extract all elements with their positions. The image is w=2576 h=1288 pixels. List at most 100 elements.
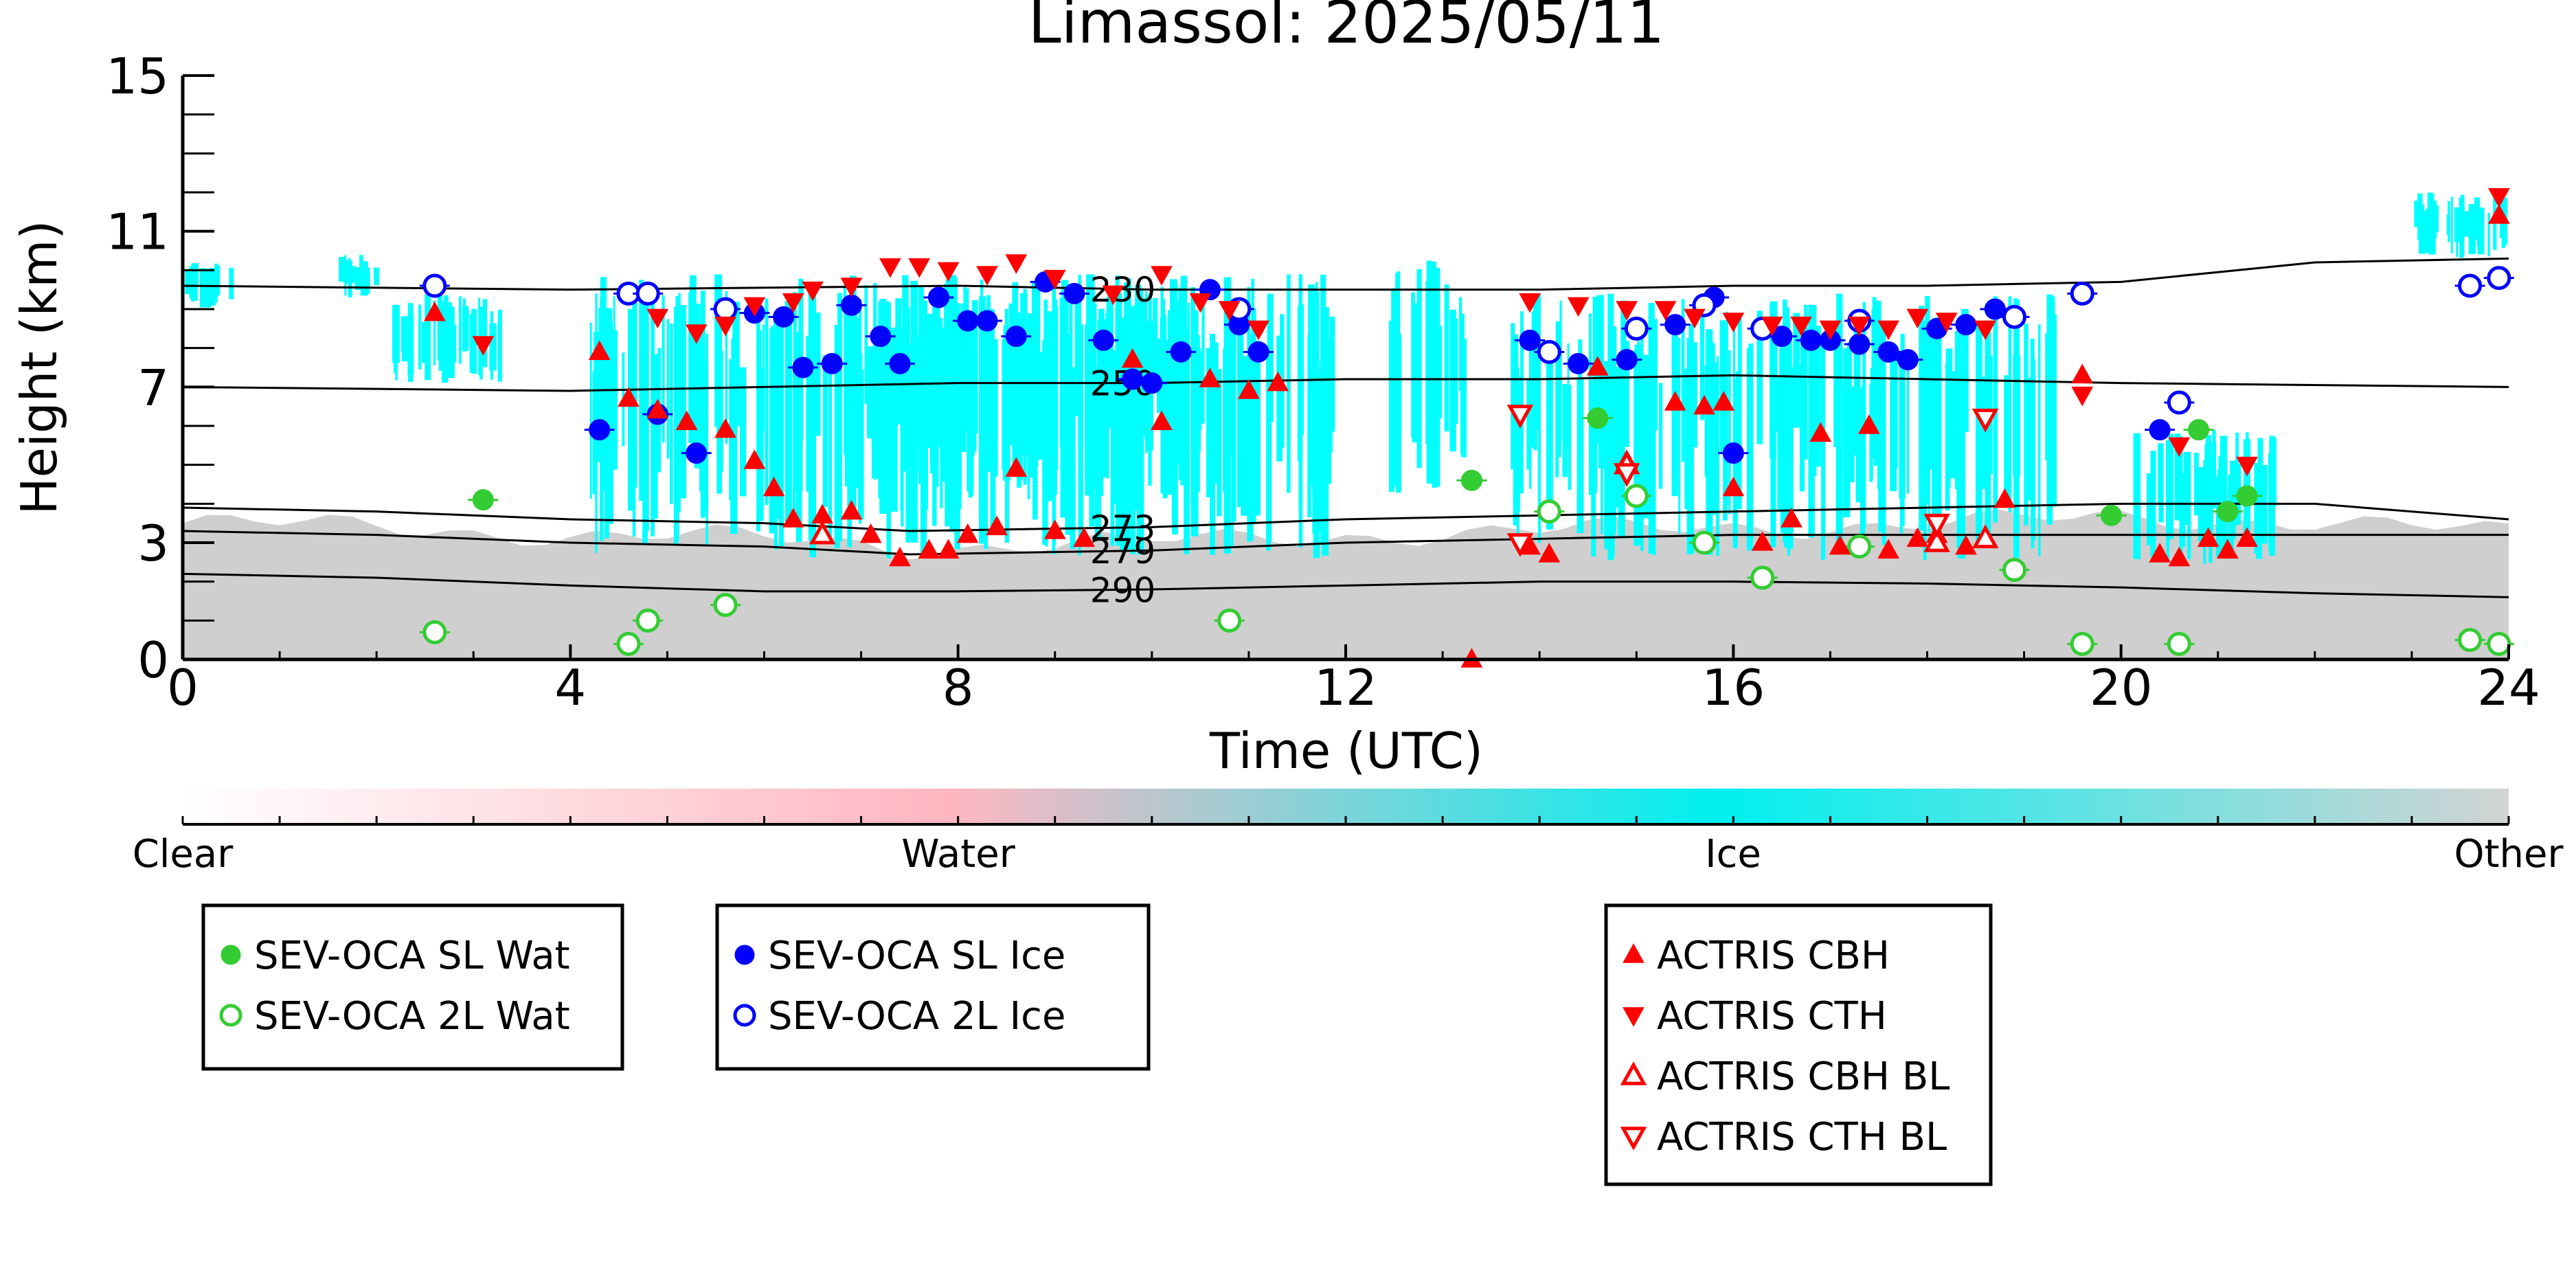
ice-streak	[675, 295, 679, 541]
ice-streak	[2052, 314, 2057, 507]
ice-streak	[1444, 284, 1449, 432]
ice-streak	[1654, 319, 1658, 431]
ice-streak	[1438, 326, 1443, 419]
ice-streak	[2038, 324, 2041, 556]
legend-label: SEV-OCA 2L Ice	[768, 994, 1065, 1039]
ice-streak	[1017, 324, 1022, 488]
ice-streak	[482, 299, 488, 368]
ice-streak	[1268, 349, 1272, 542]
ice-streak	[2414, 201, 2421, 227]
sev-oca-sl-ice-point	[1849, 333, 1871, 355]
y-tick-label: 7	[137, 359, 169, 416]
ice-streak	[662, 295, 665, 443]
ice-streak	[442, 301, 448, 365]
legend-marker	[1623, 943, 1645, 963]
ice-streak	[905, 343, 911, 461]
ice-streak	[2024, 368, 2028, 497]
ice-streak	[866, 346, 872, 439]
ice-streak	[717, 350, 723, 473]
ice-streak	[489, 323, 497, 371]
ice-streak	[1616, 367, 1622, 508]
ice-streak	[2179, 436, 2183, 553]
ice-streak	[1287, 274, 1291, 493]
legend-entry: ACTRIS CTH BL	[1620, 1115, 1947, 1160]
ice-streak	[855, 348, 860, 438]
ice-streak	[1517, 376, 1520, 512]
isotherm-label-279: 279	[1090, 532, 1155, 572]
ice-streak	[2427, 192, 2433, 229]
ice-streak	[1568, 385, 1572, 490]
ice-streak	[344, 255, 347, 296]
actris-cbh-point	[588, 340, 611, 361]
ice-streak	[940, 317, 943, 508]
ice-streak	[1241, 356, 1247, 516]
sev-oca-2l-wat-point	[422, 620, 447, 644]
actris-cth-bl-point	[1613, 463, 1640, 487]
ice-streak	[756, 308, 760, 532]
ice-streak	[348, 269, 352, 297]
sev-oca-2l-wat-point	[2167, 631, 2191, 656]
ice-streak	[1005, 341, 1011, 446]
ice-streak	[1133, 304, 1138, 510]
x-tick-label: 24	[2477, 659, 2540, 716]
ice-streak	[2459, 198, 2465, 231]
colorbar-label-ice: Ice	[1705, 832, 1761, 877]
ice-streak	[1326, 348, 1333, 453]
ice-streak	[918, 286, 924, 484]
ice-streak	[497, 309, 502, 382]
ice-streak	[1217, 369, 1222, 517]
sev-oca-sl-ice-point	[773, 306, 795, 328]
legend-entry: ACTRIS CTH	[1623, 994, 1887, 1039]
ice-streak	[1789, 334, 1792, 482]
sev-oca-2l-ice-point	[2002, 304, 2026, 329]
sev-oca-2l-wat-point	[1692, 530, 1717, 555]
sev-oca-2l-ice-point	[1537, 339, 1561, 364]
legend-label: ACTRIS CBH BL	[1657, 1054, 1950, 1099]
ice-streak	[1054, 306, 1059, 471]
ice-streak	[1002, 339, 1007, 471]
ice-streak	[834, 324, 840, 549]
actris-cth-point	[782, 293, 804, 313]
x-tick-label: 12	[1314, 659, 1377, 716]
actris-cbh-point	[782, 508, 804, 528]
actris-cbh-bl-point	[1923, 528, 1950, 552]
actris-cth-point	[937, 262, 960, 282]
ice-streak	[822, 355, 828, 507]
ice-streak	[2031, 373, 2035, 549]
ice-streak	[2450, 196, 2453, 253]
actris-cth-point	[1519, 293, 1541, 313]
sev-oca-sl-wat-point	[2188, 419, 2210, 441]
ice-streak	[1454, 318, 1458, 425]
ice-streak	[1182, 275, 1188, 451]
legend-label: ACTRIS CTH	[1657, 994, 1887, 1039]
ice-streak	[2501, 214, 2506, 248]
ice-streak	[2004, 375, 2009, 506]
sev-oca-sl-ice-point	[1519, 329, 1541, 351]
sev-oca-2l-wat-point	[2458, 628, 2483, 653]
legend-entry: SEV-OCA SL Wat	[221, 934, 570, 978]
ice-streak	[1139, 297, 1146, 419]
ice-streak	[1175, 304, 1179, 456]
sev-oca-sl-ice-point	[840, 294, 862, 316]
sev-oca-sl-wat-point	[2101, 504, 2123, 526]
ice-streak	[1839, 376, 1843, 541]
ice-streak	[1034, 304, 1039, 435]
ice-streak	[600, 277, 607, 492]
ice-streak	[1931, 343, 1936, 546]
ice-streak	[374, 267, 380, 286]
ice-streak	[936, 299, 940, 447]
sev-oca-2l-ice-point	[713, 297, 738, 321]
sev-oca-2l-ice-point	[635, 281, 660, 306]
ice-streak	[1716, 370, 1719, 556]
ice-streak	[1098, 308, 1105, 475]
ice-streak	[1787, 316, 1791, 556]
sev-oca-2l-wat-point	[713, 593, 738, 618]
ice-streak	[1070, 367, 1076, 549]
isotherm-line-279	[182, 530, 2509, 556]
actris-cbh-point	[1238, 379, 1260, 399]
legend-entry: ACTRIS CBH	[1623, 934, 1890, 978]
ice-streak	[1850, 387, 1855, 482]
y-axis-label: Height (km)	[10, 221, 68, 515]
ice-streak	[773, 315, 780, 519]
